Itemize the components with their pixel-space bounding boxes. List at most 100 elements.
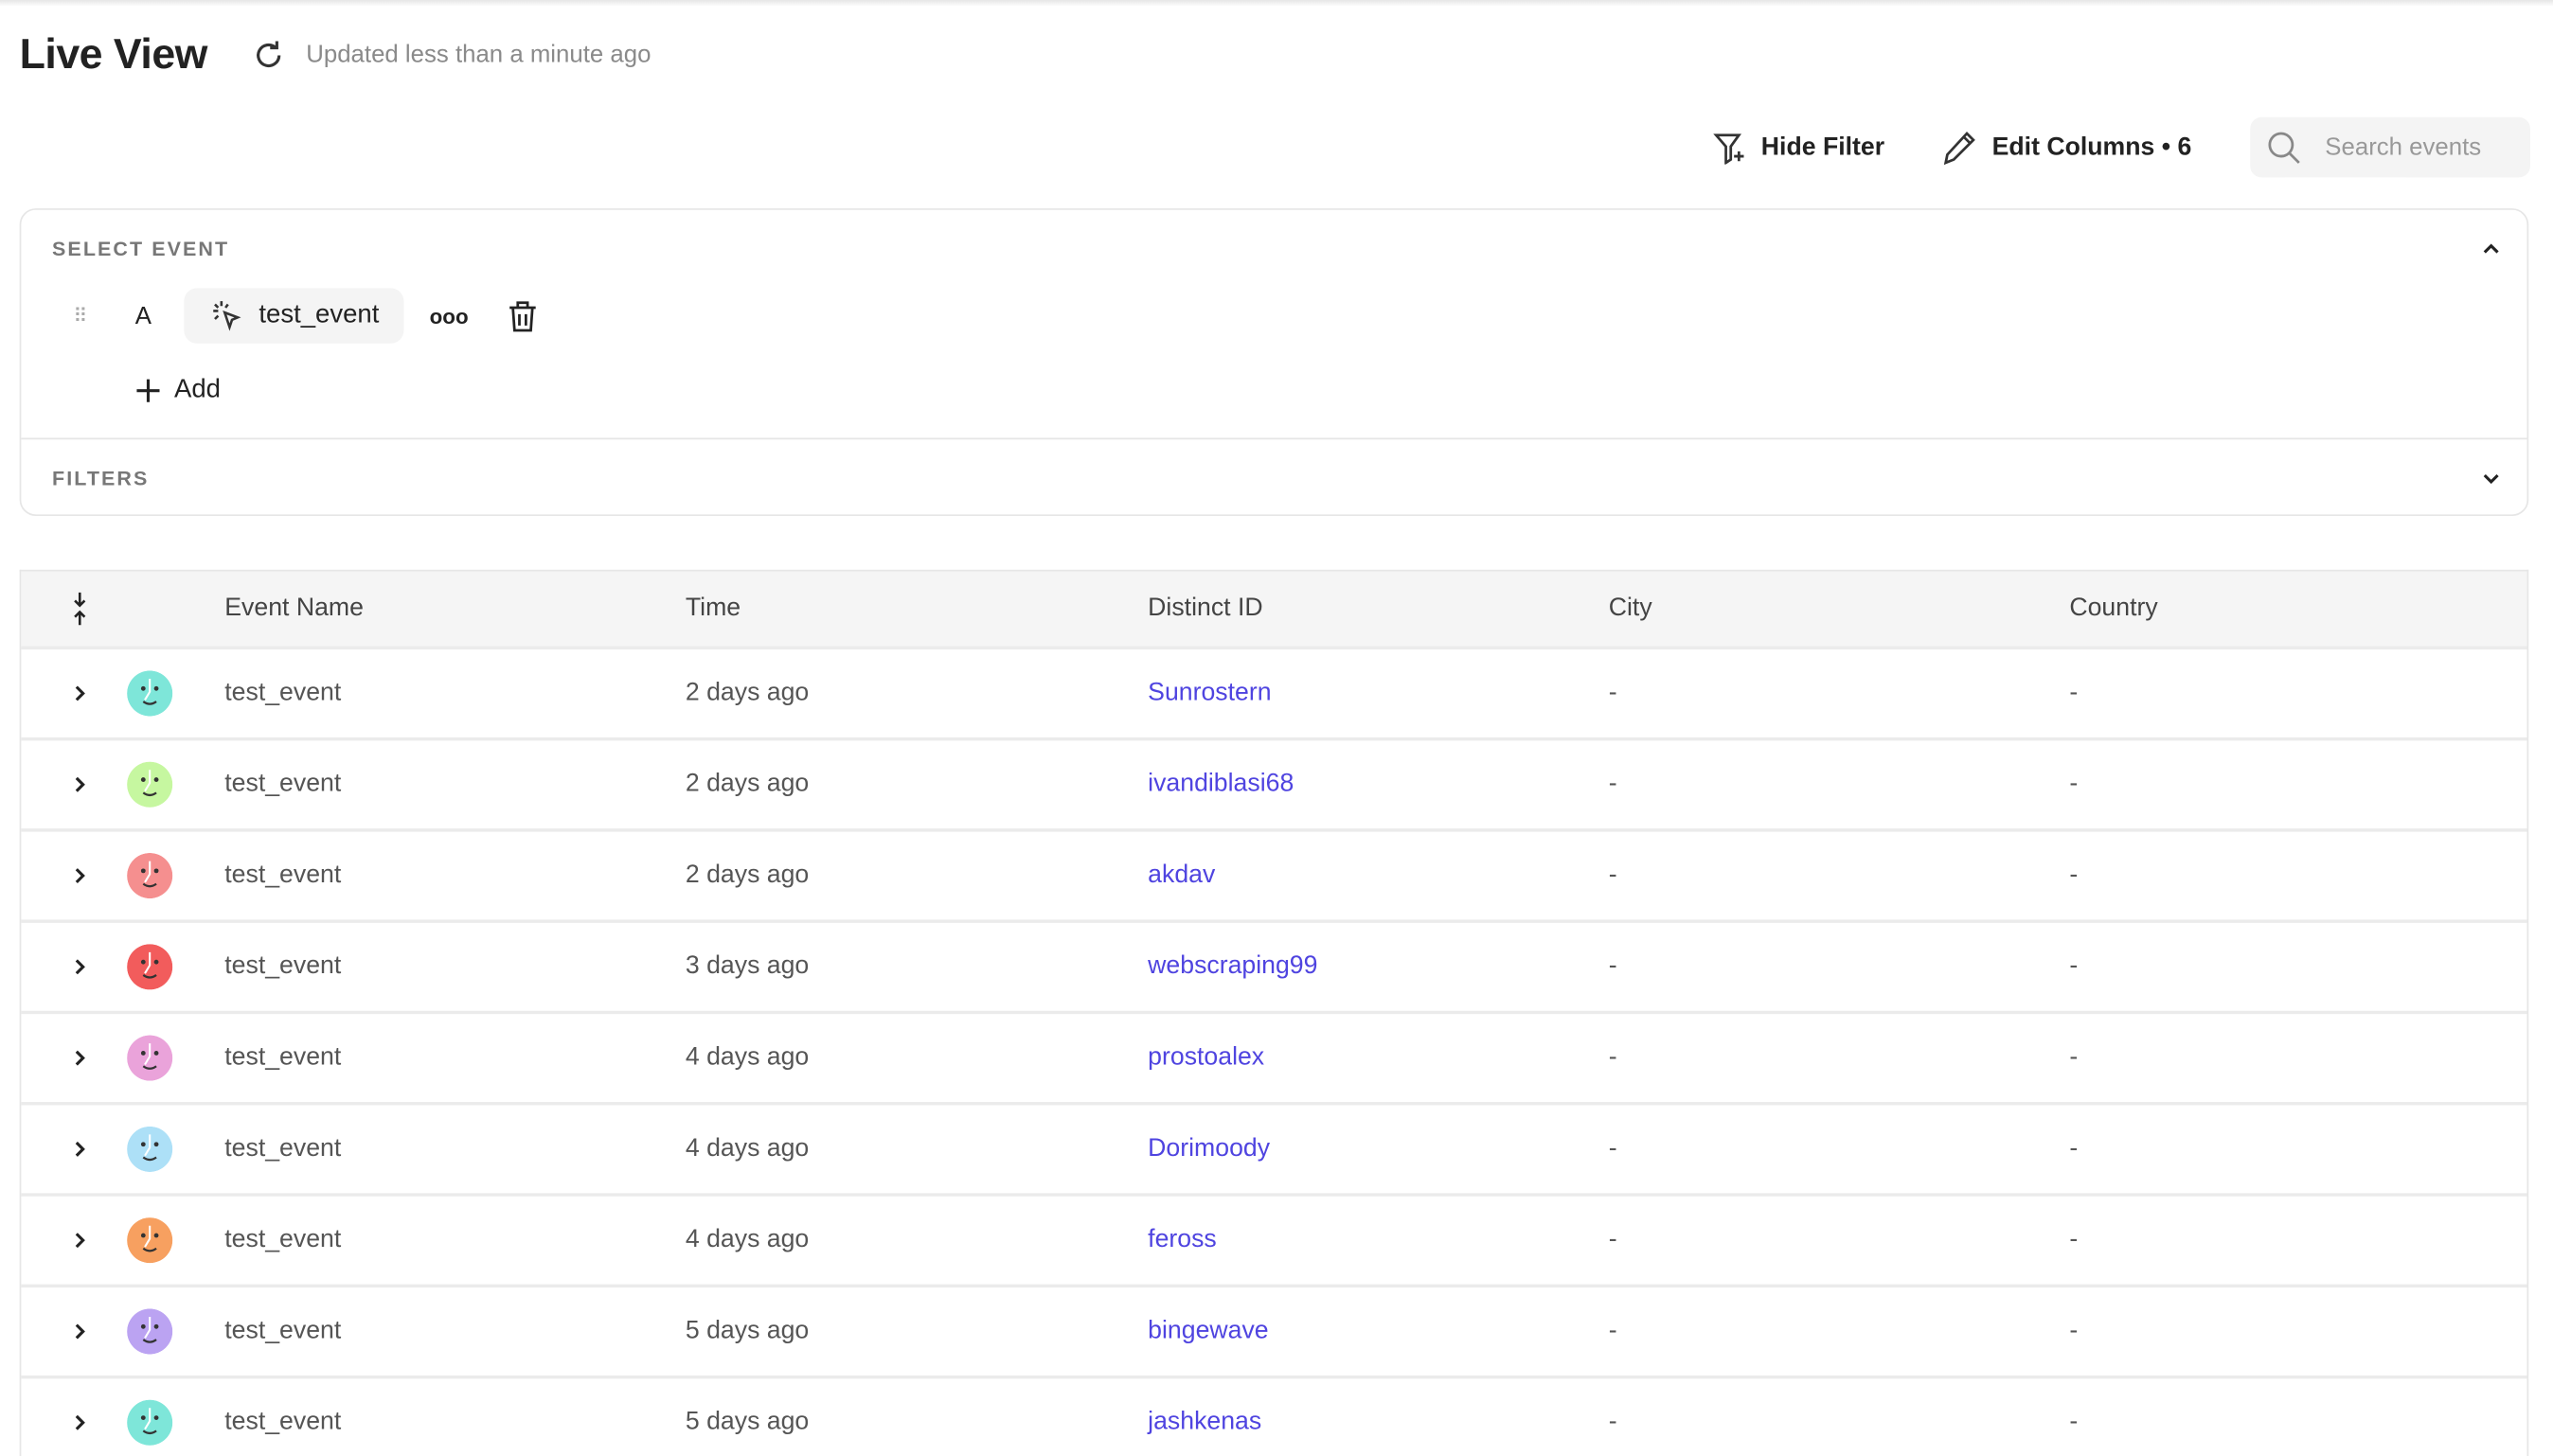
table-header: Event Name Time Distinct ID City Country	[21, 571, 2527, 650]
search-icon	[2268, 131, 2300, 164]
top-shadow	[0, 0, 2553, 7]
city: -	[1608, 1043, 1617, 1072]
filters-label: FILTERS	[52, 467, 150, 490]
event-time: 5 days ago	[685, 1316, 810, 1345]
country: -	[2069, 1043, 2079, 1072]
chevron-down-icon[interactable]	[2481, 469, 2501, 488]
avatar	[127, 852, 173, 899]
event-time: 4 days ago	[685, 1043, 810, 1072]
table-row[interactable]: test_event 4 days ago Dorimoody - -	[21, 1105, 2527, 1197]
table-row[interactable]: test_event 3 days ago webscraping99 - -	[21, 923, 2527, 1015]
select-event-label: SELECT EVENT	[52, 238, 230, 261]
updated-status: Updated less than a minute ago	[306, 40, 652, 69]
drag-handle-icon[interactable]: ⠿	[73, 304, 88, 328]
event-chip[interactable]: test_event	[184, 288, 404, 344]
event-time: 4 days ago	[685, 1225, 810, 1253]
avatar	[127, 1126, 173, 1172]
chevron-right-icon[interactable]	[70, 1231, 90, 1251]
distinct-id-link[interactable]: webscraping99	[1148, 951, 1318, 981]
chevron-right-icon[interactable]	[70, 957, 90, 977]
table-row[interactable]: test_event 2 days ago akdav - -	[21, 832, 2527, 923]
filter-plus-icon	[1712, 133, 1743, 164]
distinct-id-link[interactable]: bingewave	[1148, 1316, 1269, 1345]
edit-columns-label: Edit Columns • 6	[1991, 133, 2192, 161]
event-time: 2 days ago	[685, 861, 810, 889]
event-letter: A	[134, 301, 152, 330]
column-header-distinct-id[interactable]: Distinct ID	[1148, 594, 1263, 622]
cursor-click-icon	[213, 301, 241, 331]
country: -	[2069, 951, 2079, 981]
event-time: 2 days ago	[685, 770, 810, 798]
distinct-id-link[interactable]: Sunrostern	[1148, 678, 1272, 707]
event-time: 3 days ago	[685, 951, 810, 981]
distinct-id-link[interactable]: prostoalex	[1148, 1043, 1265, 1072]
country: -	[2069, 1134, 2079, 1163]
avatar	[127, 670, 173, 717]
avatar	[127, 1399, 173, 1446]
event-time: 5 days ago	[685, 1408, 810, 1436]
chevron-right-icon[interactable]	[70, 1322, 90, 1341]
event-name: test_event	[224, 861, 342, 889]
table-row[interactable]: test_event 2 days ago Sunrostern - -	[21, 649, 2527, 741]
distinct-id-link[interactable]: jashkenas	[1148, 1408, 1262, 1436]
avatar	[127, 944, 173, 990]
column-header-country[interactable]: Country	[2069, 594, 2158, 622]
event-name: test_event	[224, 1043, 342, 1072]
column-header-event-name[interactable]: Event Name	[224, 594, 364, 622]
table-row[interactable]: test_event 5 days ago jashkenas - -	[21, 1378, 2526, 1456]
chevron-up-icon[interactable]	[2481, 240, 2501, 259]
event-name: test_event	[224, 1408, 342, 1436]
plus-icon	[136, 379, 160, 402]
chevron-right-icon[interactable]	[70, 866, 90, 886]
toolbar: Hide Filter Edit Columns • 6	[1712, 116, 2530, 178]
country: -	[2069, 1408, 2079, 1436]
distinct-id-link[interactable]: ivandiblasi68	[1148, 770, 1294, 798]
edit-columns-button[interactable]: Edit Columns • 6	[1943, 130, 2191, 166]
event-time: 4 days ago	[685, 1134, 810, 1163]
city: -	[1608, 1408, 1617, 1436]
chevron-right-icon[interactable]	[70, 1140, 90, 1160]
distinct-id-link[interactable]: feross	[1148, 1225, 1217, 1253]
city: -	[1608, 1134, 1617, 1163]
event-name: test_event	[224, 1316, 342, 1345]
city: -	[1608, 770, 1617, 798]
collapse-all-icon[interactable]	[70, 591, 90, 627]
query-panel: SELECT EVENT ⠿ A test_event ooo Add FILT…	[19, 208, 2529, 517]
refresh-icon[interactable]	[251, 38, 287, 74]
add-label: Add	[173, 376, 221, 404]
table-row[interactable]: test_event 5 days ago bingewave - -	[21, 1287, 2527, 1379]
events-table: Event Name Time Distinct ID City Country…	[19, 569, 2529, 1456]
distinct-id-link[interactable]: Dorimoody	[1148, 1134, 1271, 1163]
distinct-id-link[interactable]: akdav	[1148, 861, 1216, 889]
more-options-icon[interactable]: ooo	[429, 303, 469, 328]
chevron-right-icon[interactable]	[70, 1048, 90, 1068]
column-header-city[interactable]: City	[1608, 594, 1652, 622]
add-event-button[interactable]: Add	[135, 376, 221, 405]
hide-filter-label: Hide Filter	[1760, 133, 1885, 161]
chevron-right-icon[interactable]	[70, 774, 90, 794]
search-input[interactable]	[2321, 132, 2508, 163]
divider	[21, 437, 2527, 440]
table-row[interactable]: test_event 2 days ago ivandiblasi68 - -	[21, 740, 2527, 832]
city: -	[1608, 678, 1617, 707]
table-row[interactable]: test_event 4 days ago prostoalex - -	[21, 1014, 2527, 1106]
country: -	[2069, 678, 2079, 707]
event-name: test_event	[224, 770, 342, 798]
avatar	[127, 1308, 173, 1355]
trash-icon[interactable]	[508, 299, 537, 332]
chevron-right-icon[interactable]	[70, 1412, 90, 1432]
country: -	[2069, 1225, 2079, 1253]
pencil-icon	[1944, 131, 1976, 165]
table-row[interactable]: test_event 4 days ago feross - -	[21, 1197, 2527, 1288]
avatar	[127, 761, 173, 808]
table-body: test_event 2 days ago Sunrostern - - tes…	[21, 649, 2527, 1456]
column-header-time[interactable]: Time	[685, 594, 741, 622]
chevron-right-icon[interactable]	[70, 684, 90, 703]
city: -	[1608, 1225, 1617, 1253]
country: -	[2069, 861, 2079, 889]
hide-filter-button[interactable]: Hide Filter	[1712, 131, 1885, 164]
search-events-field[interactable]	[2250, 116, 2530, 178]
event-name: test_event	[224, 951, 342, 981]
avatar	[127, 1035, 173, 1081]
